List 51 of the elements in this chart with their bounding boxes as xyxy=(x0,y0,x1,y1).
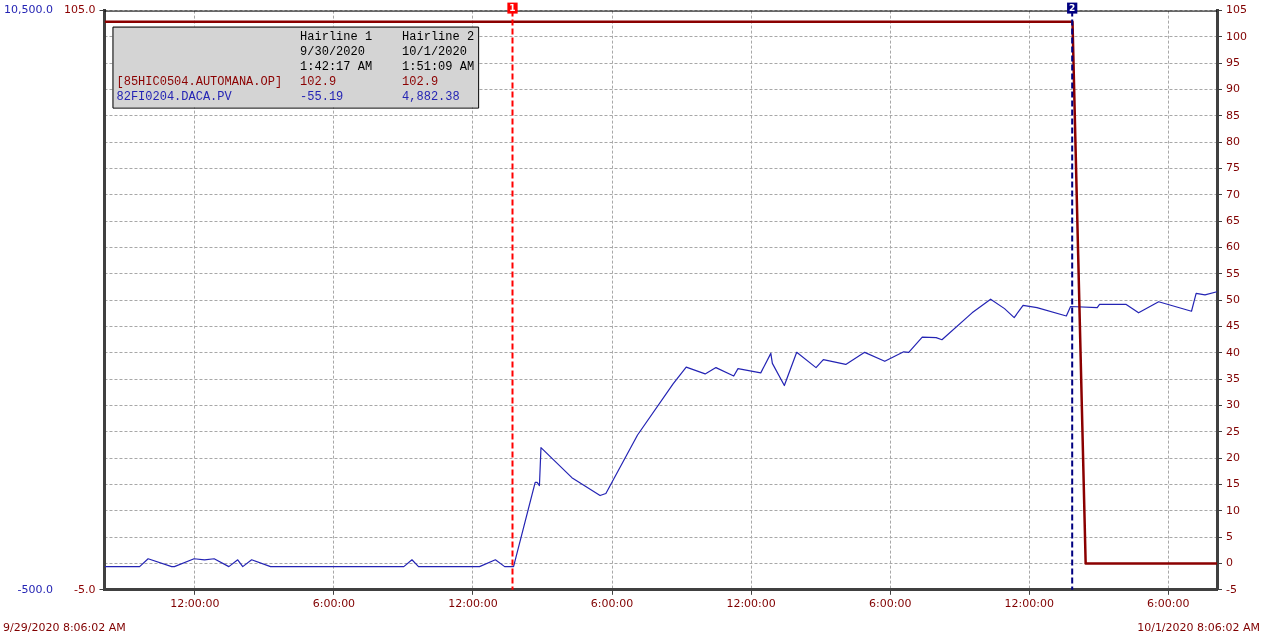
y2-tick-label: 10 xyxy=(1226,503,1240,517)
annotation: 9/30/2020 xyxy=(300,45,365,60)
annotation: 102.9 xyxy=(402,75,439,90)
annotation: 10/1/2020 xyxy=(402,45,467,60)
y-tick-label: -5.0 xyxy=(74,582,96,596)
y2-tick-label: 95 xyxy=(1226,56,1240,70)
x-tick-label: 6:00:00 xyxy=(312,597,356,611)
y2-tick-label: 50 xyxy=(1226,293,1240,307)
y2-tick-label: 85 xyxy=(1226,108,1240,122)
ref-line-label: 2 xyxy=(1069,2,1076,13)
annotation: 4,882.38 xyxy=(402,90,460,105)
y2-tick-label: 60 xyxy=(1226,240,1240,254)
y2-tick-label: 80 xyxy=(1226,135,1240,149)
text: [85HIC0504.AUTOMANA.OP] xyxy=(116,75,283,90)
y2-tick-label: 70 xyxy=(1226,187,1240,201)
y2-tick-label: 55 xyxy=(1226,266,1240,280)
y2-tick-label: 35 xyxy=(1226,372,1240,386)
annotation: -55.19 xyxy=(300,90,344,105)
y2-tick-label: 40 xyxy=(1226,345,1240,359)
text: 9/29/2020 8:06:02 AM xyxy=(3,620,126,634)
y2-tick-label: 25 xyxy=(1226,424,1240,438)
y2-tick-label: 105 xyxy=(1226,3,1247,17)
text: 10/1/2020 8:06:02 AM xyxy=(1137,620,1260,634)
ref-line-label: 1 xyxy=(509,2,516,13)
y-tick-label: 105.0 xyxy=(63,3,96,17)
y2-tick-label: 15 xyxy=(1226,477,1240,491)
annotation: Hairline 2 xyxy=(402,30,475,45)
y2-tick-label: 30 xyxy=(1226,398,1240,412)
x-tick-label: 6:00:00 xyxy=(590,597,634,611)
y2-tick-label: 100 xyxy=(1226,29,1247,43)
y2-tick-label: 65 xyxy=(1226,214,1240,228)
y2-tick-label: 20 xyxy=(1226,451,1240,465)
y2-tick-label: 45 xyxy=(1226,319,1240,333)
x-tick-label: 12:00:00 xyxy=(170,597,220,611)
annotation: 1:42:17 AM xyxy=(300,60,373,75)
x-tick-label: 6:00:00 xyxy=(1147,597,1190,611)
y2-tick-label: 5 xyxy=(1226,530,1233,543)
annotation: Hairline 1 xyxy=(300,30,373,45)
y2-tick-label: 90 xyxy=(1226,82,1240,96)
text: 82FI0204.DACA.PV xyxy=(116,90,233,105)
annotation: 102.9 xyxy=(300,75,337,90)
y2-tick-label: 0 xyxy=(1226,556,1233,570)
y2-tick-label: 75 xyxy=(1226,161,1240,175)
x-tick-label: 6:00:00 xyxy=(868,597,912,611)
annotation: 1:51:09 AM xyxy=(402,60,475,75)
y2-tick-label: -5 xyxy=(1226,582,1237,596)
y3-tick-label: -500.0 xyxy=(17,582,53,596)
y3-tick-label: 10,500.0 xyxy=(4,3,53,17)
x-tick-label: 12:00:00 xyxy=(1004,597,1054,611)
x-tick-label: 12:00:00 xyxy=(448,597,498,611)
x-tick-label: 12:00:00 xyxy=(726,597,776,611)
